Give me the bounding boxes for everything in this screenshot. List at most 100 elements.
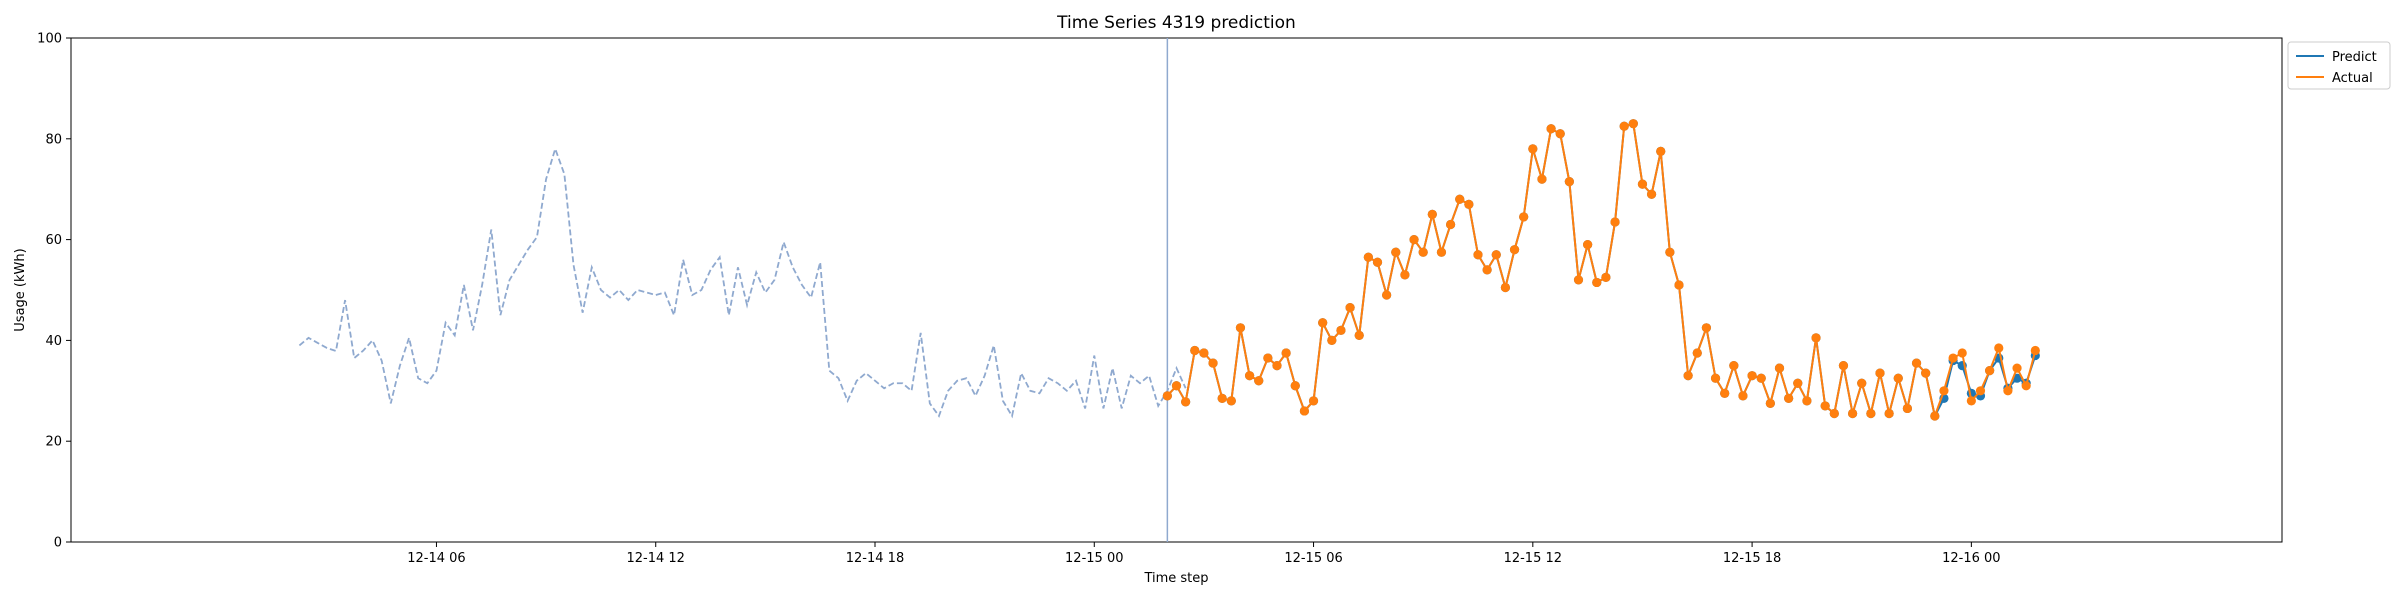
actual-point: [1857, 378, 1867, 388]
actual-point: [1555, 129, 1565, 139]
x-tick-label: 12-14 06: [407, 551, 465, 566]
actual-point: [1838, 361, 1849, 371]
actual-point: [1162, 391, 1172, 401]
actual-point: [1747, 371, 1757, 381]
actual-point: [1720, 388, 1730, 398]
actual-point: [1610, 217, 1620, 227]
history-line: [298, 146, 1187, 419]
actual-point: [1372, 257, 1383, 267]
x-tick-label: 12-15 12: [1504, 551, 1562, 566]
actual-point: [1683, 371, 1693, 381]
actual-point: [1957, 348, 1967, 358]
chart-title: Time Series 4319 prediction: [1056, 13, 1296, 33]
actual-point: [1665, 247, 1675, 257]
y-tick-label: 100: [37, 32, 62, 47]
actual-point: [1847, 408, 1858, 419]
actual-point: [1482, 265, 1492, 275]
actual-point: [1637, 179, 1648, 189]
actual-point: [1546, 124, 1556, 134]
y-tick-label: 40: [45, 334, 62, 349]
actual-point: [1583, 240, 1593, 250]
actual-point: [1729, 361, 1739, 371]
actual-point: [1674, 280, 1684, 290]
predict-legend-label: Predict: [2332, 50, 2377, 65]
actual-point: [1171, 381, 1182, 391]
actual-series-line: [1166, 122, 2037, 420]
actual-point: [1537, 174, 1547, 184]
actual-point: [1436, 247, 1447, 257]
actual-point: [1975, 386, 1986, 396]
actual-point: [1491, 250, 1501, 260]
actual-point: [1811, 333, 1821, 343]
y-tick-label: 60: [45, 233, 62, 248]
actual-point: [1308, 396, 1319, 406]
actual-point: [1281, 348, 1291, 358]
actual-point: [1765, 398, 1775, 408]
actual-point: [1509, 245, 1520, 255]
actual-point: [1884, 408, 1894, 419]
actual-point: [2012, 363, 2022, 373]
actual-point: [1235, 323, 1246, 333]
y-axis-label: Usage (kWh): [13, 248, 28, 331]
actual-point: [1199, 348, 1209, 358]
actual-point: [1363, 252, 1373, 262]
x-axis-label: Time step: [1143, 571, 1208, 586]
actual-point: [1619, 121, 1629, 131]
actual-point: [1646, 189, 1657, 199]
actual-point: [1701, 323, 1712, 333]
actual-point: [1345, 303, 1355, 313]
x-tick-label: 12-14 12: [627, 551, 685, 566]
actual-point: [1445, 219, 1456, 230]
y-tick-label: 80: [45, 132, 62, 147]
actual-point: [1391, 247, 1401, 257]
actual-point: [1208, 358, 1218, 368]
actual-point: [1244, 371, 1255, 381]
actual-point: [1181, 397, 1191, 407]
actual-point: [1911, 358, 1922, 368]
actual-point: [1418, 247, 1428, 257]
plot-frame: [70, 37, 2283, 543]
actual-point: [1738, 391, 1748, 401]
actual-point: [1382, 290, 1392, 300]
y-tick-label: 0: [54, 536, 62, 551]
actual-point: [1592, 277, 1602, 288]
plot-area: 0 20 40 60 80 100 12-14 06 12-14 12 12-14 18 12-1…: [37, 32, 2283, 566]
actual-point: [2030, 345, 2040, 356]
actual-point: [1500, 282, 1511, 293]
actual-point: [1893, 373, 1903, 383]
actual-point: [1318, 318, 1328, 328]
actual-point: [1784, 393, 1794, 403]
actual-point: [1327, 335, 1337, 345]
actual-point: [1994, 343, 2004, 353]
actual-point: [1628, 119, 1638, 129]
actual-point: [1866, 408, 1876, 419]
x-tick-label: 12-15 06: [1284, 551, 1342, 566]
actual-point: [1966, 396, 1976, 406]
actual-point: [1692, 348, 1702, 358]
predict-series-line: [1166, 122, 2037, 419]
legend: Predict Actual: [2287, 41, 2391, 90]
x-tick-label: 12-15 00: [1065, 551, 1123, 566]
actual-point: [2021, 381, 2031, 391]
actual-point: [1573, 275, 1584, 285]
actual-point: [1656, 146, 1666, 156]
x-tick-label: 12-15 18: [1723, 551, 1781, 566]
actual-point: [1802, 396, 1812, 406]
actual-point: [1829, 408, 1839, 419]
actual-point: [1564, 177, 1574, 187]
actual-point: [1299, 406, 1310, 416]
actual-point: [1930, 411, 1940, 421]
actual-point: [1710, 373, 1721, 383]
actual-point: [1190, 345, 1200, 356]
actual-point: [1601, 272, 1611, 282]
actual-point: [1939, 386, 1949, 396]
actual-point: [1473, 250, 1483, 260]
actual-point: [1226, 396, 1236, 406]
actual-point: [1902, 403, 1913, 414]
actual-legend-label: Actual: [2332, 71, 2373, 86]
actual-point: [1921, 368, 1931, 378]
actual-point: [1336, 325, 1346, 335]
actual-point: [1985, 366, 1995, 376]
actual-point: [1272, 361, 1282, 371]
